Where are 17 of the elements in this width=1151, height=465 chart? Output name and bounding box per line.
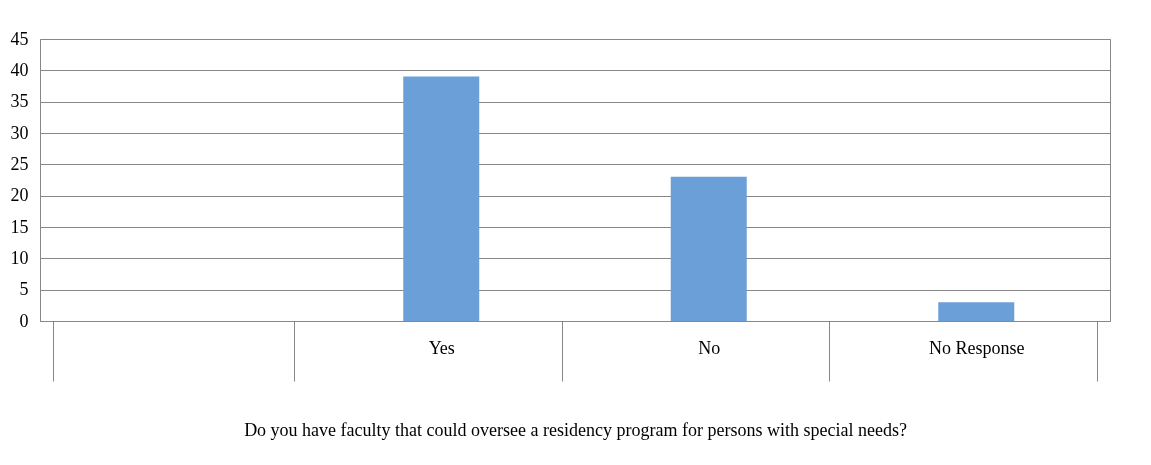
y-tick-label: 10: [10, 247, 29, 268]
x-axis-title: Do you have faculty that could oversee a residency program for persons with special needs?: [244, 420, 907, 440]
y-tick-label: 35: [10, 91, 29, 112]
y-tick-label: 45: [10, 28, 29, 49]
x-tick-label: No Response: [929, 337, 1025, 358]
y-tick-label: 25: [10, 153, 29, 174]
y-tick-label: 40: [10, 59, 29, 80]
x-tick-label: No: [698, 337, 721, 358]
y-tick-label: 0: [19, 310, 29, 331]
y-tick-label: 20: [10, 185, 29, 206]
x-tick-label: Yes: [428, 337, 455, 358]
bar: [938, 302, 1015, 321]
bar: [670, 176, 747, 321]
y-tick-label: 5: [19, 279, 29, 300]
y-tick-label: 30: [10, 122, 29, 143]
bar: [403, 76, 480, 321]
y-tick-label: 15: [10, 216, 29, 237]
